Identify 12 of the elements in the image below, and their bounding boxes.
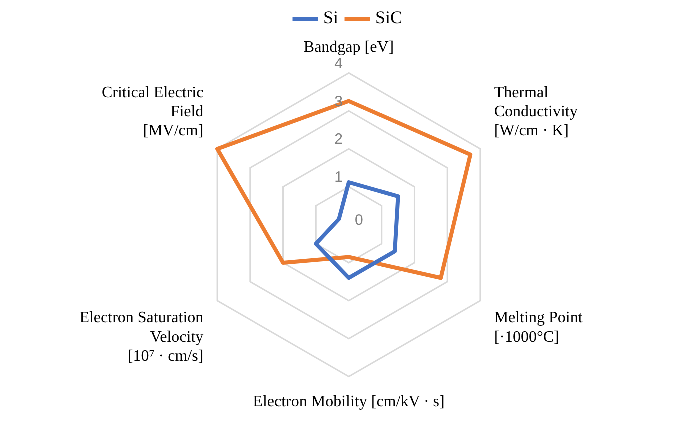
spoke-label: Critical Electric Field [MV/cm] [102, 84, 204, 140]
y-tick-label: 0 [355, 212, 364, 230]
spoke-label: Electron Saturation Velocity [10⁷ · cm/s] [80, 310, 204, 366]
spoke-label: Thermal Conductivity [W/cm · K] [494, 84, 578, 140]
legend-label: SiC [375, 8, 403, 28]
y-tick-label: 2 [334, 131, 343, 148]
spoke-label: Bandgap [eV] [304, 38, 394, 56]
y-tick-label: 4 [334, 55, 343, 72]
spoke-label: Melting Point [·1000°C] [494, 310, 584, 346]
y-tick-label: 1 [334, 169, 343, 186]
spoke-label: Electron Mobility [cm/kV · s] [253, 394, 445, 411]
legend-label: Si [323, 8, 338, 28]
